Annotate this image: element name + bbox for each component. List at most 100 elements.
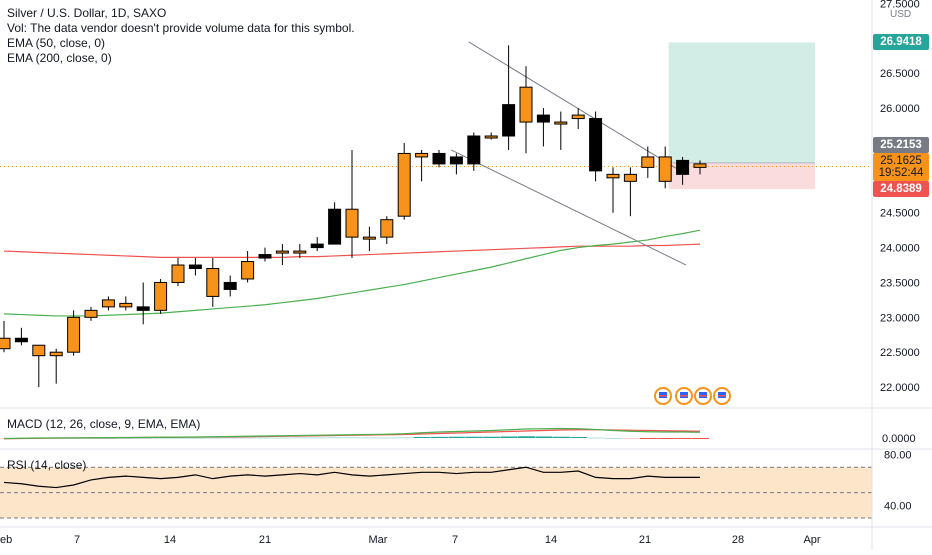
macd-histogram-bar bbox=[361, 437, 379, 439]
macd-histogram-bar bbox=[117, 437, 135, 439]
macd-histogram-bar bbox=[518, 436, 535, 438]
flag-icon-stripe bbox=[718, 395, 726, 397]
candle bbox=[328, 202, 342, 245]
candle bbox=[554, 111, 568, 150]
candle-body bbox=[154, 281, 168, 311]
candle-body bbox=[0, 337, 11, 350]
candle bbox=[623, 167, 637, 217]
candle bbox=[502, 45, 516, 150]
candle-body bbox=[293, 250, 307, 254]
symbol-title[interactable]: Silver / U.S. Dollar, 1D, SAXO bbox=[7, 6, 167, 20]
candle-body bbox=[362, 236, 376, 240]
trendlines bbox=[450, 41, 687, 266]
macd-line bbox=[3, 427, 701, 440]
macd-title[interactable]: MACD (12, 26, close, 9, EMA, EMA) bbox=[7, 417, 201, 431]
candlesticks bbox=[0, 45, 707, 388]
candle bbox=[606, 167, 620, 213]
candle-body bbox=[415, 152, 429, 158]
time-tick-label: 14 bbox=[545, 534, 557, 546]
candle bbox=[432, 149, 446, 168]
candle-body bbox=[275, 250, 289, 254]
macd-histogram-bar bbox=[622, 438, 640, 439]
ema200-legend[interactable]: EMA (200, close, 0) bbox=[7, 51, 112, 65]
candle-body bbox=[206, 268, 220, 297]
candle-body bbox=[188, 264, 202, 270]
time-tick-label: 28 bbox=[732, 534, 744, 546]
event-flag-icon bbox=[675, 387, 693, 405]
candle-body bbox=[49, 351, 63, 357]
macd-histogram-bar bbox=[187, 437, 205, 439]
candle bbox=[241, 251, 255, 283]
macd-histogram-bar bbox=[639, 438, 657, 439]
price-tick-label: 26.5000 bbox=[880, 68, 920, 80]
candle-body bbox=[676, 159, 690, 175]
candle bbox=[415, 149, 429, 182]
price-tick-label: 26.0000 bbox=[880, 103, 920, 115]
time-tick-label: 7 bbox=[74, 534, 80, 546]
candle-body bbox=[14, 337, 28, 343]
macd-histogram-bar bbox=[274, 437, 292, 439]
candle-body bbox=[571, 114, 585, 120]
rsi-title[interactable]: RSI (14, close) bbox=[7, 458, 87, 472]
macd-histogram-bar bbox=[587, 437, 605, 439]
macd-histogram-bar bbox=[152, 437, 170, 439]
event-flag-icon bbox=[654, 387, 672, 405]
candle-body bbox=[345, 208, 359, 238]
time-tick-label: 14 bbox=[164, 534, 176, 546]
candle-body bbox=[554, 121, 568, 125]
candle-body bbox=[136, 306, 150, 311]
price-tick-label: 27.5000 bbox=[880, 0, 920, 10]
price-tick-label: 23.5000 bbox=[880, 277, 920, 289]
macd-histogram-bar bbox=[692, 438, 709, 439]
candle bbox=[49, 348, 63, 384]
event-flag-icon bbox=[713, 387, 731, 405]
trendline-2 bbox=[450, 149, 687, 266]
macd-histogram-bar bbox=[378, 437, 396, 439]
time-tick-label: Apr bbox=[803, 534, 820, 546]
candle bbox=[171, 258, 185, 286]
candle-body bbox=[693, 163, 707, 168]
countdown-badge: 19:52:44 bbox=[873, 165, 929, 181]
candle bbox=[397, 142, 411, 220]
time-tick-label: 21 bbox=[639, 534, 651, 546]
macd-histogram-bar bbox=[605, 438, 622, 439]
candle-body bbox=[258, 254, 272, 259]
candle bbox=[693, 160, 707, 175]
volume-note: Vol: The data vendor doesn't provide vol… bbox=[7, 21, 355, 35]
candle bbox=[206, 258, 220, 307]
time-tick-label: 21 bbox=[259, 534, 271, 546]
candle bbox=[676, 156, 690, 185]
candle-body bbox=[171, 264, 185, 283]
candle-body bbox=[467, 135, 481, 165]
macd-histogram-bar bbox=[500, 436, 518, 438]
candle-body bbox=[658, 156, 672, 182]
candle-body bbox=[484, 135, 498, 139]
legend: Silver / U.S. Dollar, 1D, SAXO Vol: The … bbox=[7, 6, 355, 66]
macd-histogram-bar bbox=[309, 437, 327, 439]
entry-price-badge: 25.2153 bbox=[873, 137, 929, 153]
macd-histogram-bar bbox=[83, 438, 100, 439]
candle bbox=[188, 258, 202, 276]
candle bbox=[310, 237, 324, 252]
macd-histogram-bar bbox=[552, 436, 570, 438]
candle-body bbox=[397, 152, 411, 217]
candle-body bbox=[67, 316, 81, 353]
candle bbox=[14, 327, 28, 346]
ema50-legend[interactable]: EMA (50, close, 0) bbox=[7, 36, 106, 50]
candle-body bbox=[101, 299, 115, 308]
macd-histogram-bar bbox=[344, 437, 361, 439]
candle bbox=[154, 278, 168, 314]
rsi-axis-label-80: 80.00 bbox=[884, 450, 912, 462]
candle bbox=[641, 146, 655, 178]
macd-histogram-bar bbox=[257, 437, 274, 439]
candle-body bbox=[536, 114, 550, 123]
macd-histogram-bar bbox=[657, 438, 675, 439]
candle bbox=[589, 111, 603, 182]
macd-histogram-bar bbox=[431, 436, 448, 438]
macd-axis-label: 0.0000 bbox=[882, 433, 916, 445]
rsi-pane: 80.00 40.00 bbox=[0, 450, 912, 519]
target-zone bbox=[668, 42, 815, 163]
flag-icon-stripe bbox=[680, 395, 688, 397]
